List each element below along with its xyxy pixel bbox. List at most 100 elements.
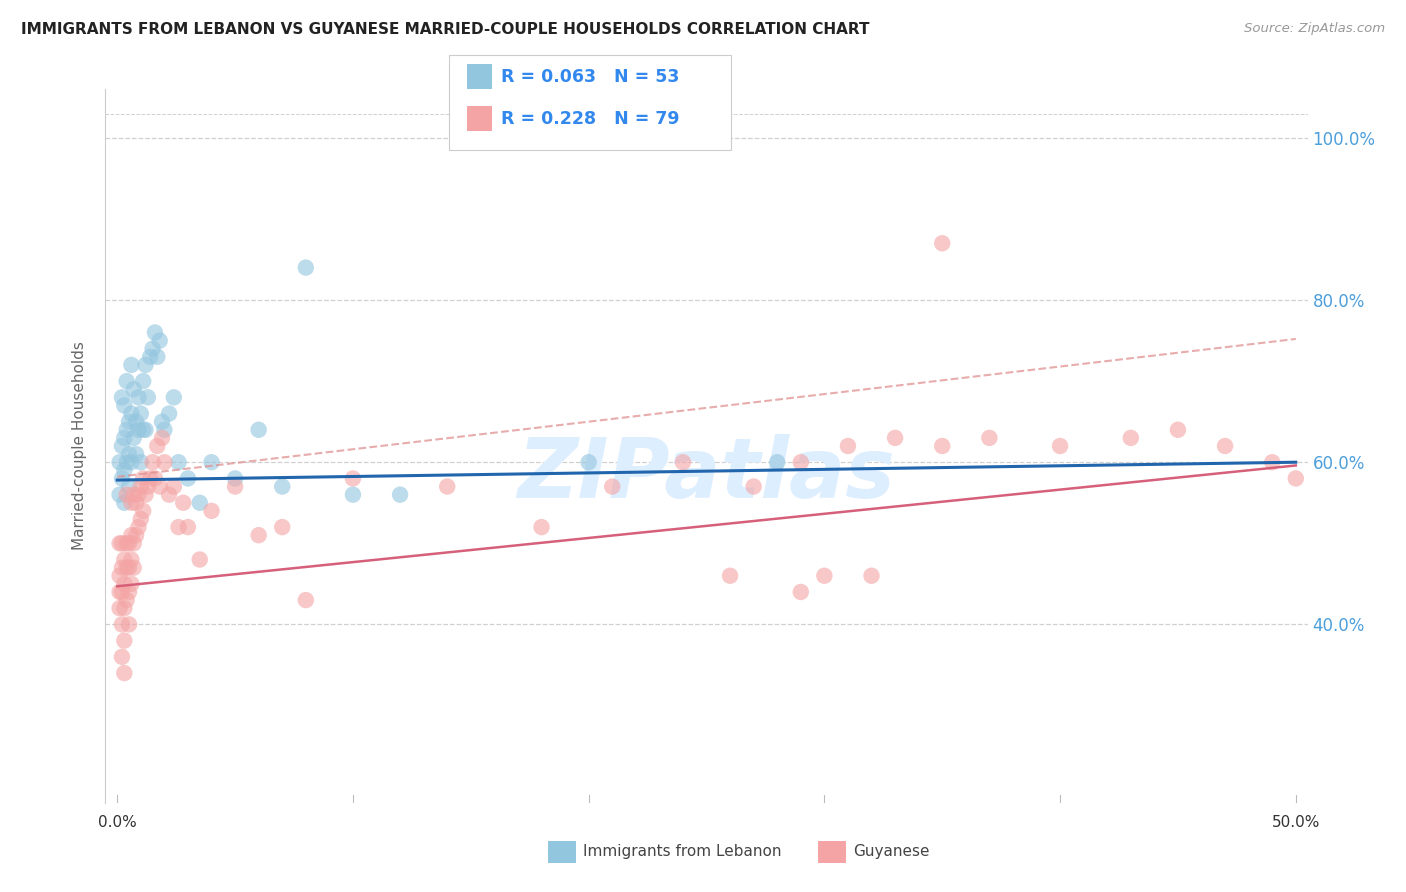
- Point: [115, 488, 138, 502]
- Point: [127, 423, 149, 437]
- Point: [139, 350, 162, 364]
- Point: [143, 471, 166, 485]
- Point: [111, 617, 134, 632]
- Point: [149, 479, 172, 493]
- Text: 50.0%: 50.0%: [1271, 815, 1320, 830]
- Text: R = 0.063   N = 53: R = 0.063 N = 53: [501, 68, 679, 86]
- Point: [108, 536, 131, 550]
- Point: [153, 423, 176, 437]
- Point: [790, 585, 813, 599]
- Point: [247, 528, 270, 542]
- Text: Source: ZipAtlas.com: Source: ZipAtlas.com: [1244, 22, 1385, 36]
- Point: [224, 471, 246, 485]
- Point: [132, 423, 155, 437]
- Point: [112, 666, 135, 681]
- Point: [118, 479, 141, 493]
- Point: [120, 528, 142, 542]
- Point: [125, 415, 148, 429]
- Point: [122, 382, 145, 396]
- Point: [600, 479, 623, 493]
- Point: [125, 496, 148, 510]
- Point: [342, 471, 364, 485]
- Point: [129, 479, 152, 493]
- Point: [813, 568, 835, 582]
- Point: [143, 326, 166, 340]
- Point: [136, 479, 159, 493]
- Point: [127, 390, 149, 404]
- Point: [111, 439, 134, 453]
- Point: [118, 536, 141, 550]
- Point: [108, 568, 131, 582]
- Point: [132, 471, 155, 485]
- Point: [150, 415, 173, 429]
- Point: [150, 431, 173, 445]
- Point: [112, 577, 135, 591]
- Point: [115, 374, 138, 388]
- Point: [149, 334, 172, 348]
- Point: [860, 568, 883, 582]
- Point: [146, 350, 169, 364]
- Point: [142, 342, 165, 356]
- Point: [127, 488, 149, 502]
- Point: [271, 520, 294, 534]
- Point: [111, 536, 134, 550]
- Point: [188, 496, 211, 510]
- Point: [112, 601, 135, 615]
- Point: [142, 455, 165, 469]
- Point: [389, 488, 412, 502]
- Point: [578, 455, 600, 469]
- Point: [111, 585, 134, 599]
- Point: [122, 560, 145, 574]
- Point: [108, 585, 131, 599]
- Point: [157, 407, 180, 421]
- Point: [108, 455, 131, 469]
- Point: [115, 423, 138, 437]
- Point: [200, 504, 222, 518]
- Point: [120, 552, 142, 566]
- Point: [1119, 431, 1142, 445]
- Point: [129, 407, 152, 421]
- Point: [118, 447, 141, 461]
- Point: [884, 431, 907, 445]
- Point: [115, 560, 138, 574]
- Point: [115, 455, 138, 469]
- Point: [1049, 439, 1071, 453]
- Point: [1167, 423, 1189, 437]
- Point: [136, 390, 159, 404]
- Point: [172, 496, 194, 510]
- Point: [112, 399, 135, 413]
- Point: [224, 479, 246, 493]
- Point: [163, 479, 186, 493]
- Point: [718, 568, 741, 582]
- Point: [1213, 439, 1236, 453]
- Text: R = 0.228   N = 79: R = 0.228 N = 79: [501, 110, 679, 128]
- Point: [125, 447, 148, 461]
- Point: [1261, 455, 1284, 469]
- Point: [135, 423, 157, 437]
- Point: [108, 601, 131, 615]
- Point: [177, 471, 200, 485]
- Point: [122, 488, 145, 502]
- Point: [271, 479, 294, 493]
- Point: [672, 455, 695, 469]
- Point: [111, 471, 134, 485]
- Point: [120, 358, 142, 372]
- Point: [120, 455, 142, 469]
- Point: [122, 536, 145, 550]
- Point: [118, 617, 141, 632]
- Point: [132, 374, 155, 388]
- Point: [931, 236, 953, 251]
- Point: [122, 431, 145, 445]
- Point: [931, 439, 953, 453]
- Point: [530, 520, 553, 534]
- Point: [837, 439, 859, 453]
- Point: [112, 552, 135, 566]
- Point: [139, 471, 162, 485]
- Point: [146, 439, 169, 453]
- Text: ZIPatlas: ZIPatlas: [517, 434, 896, 515]
- Point: [188, 552, 211, 566]
- Point: [247, 423, 270, 437]
- Text: Immigrants from Lebanon: Immigrants from Lebanon: [583, 845, 782, 859]
- Point: [115, 536, 138, 550]
- Point: [111, 390, 134, 404]
